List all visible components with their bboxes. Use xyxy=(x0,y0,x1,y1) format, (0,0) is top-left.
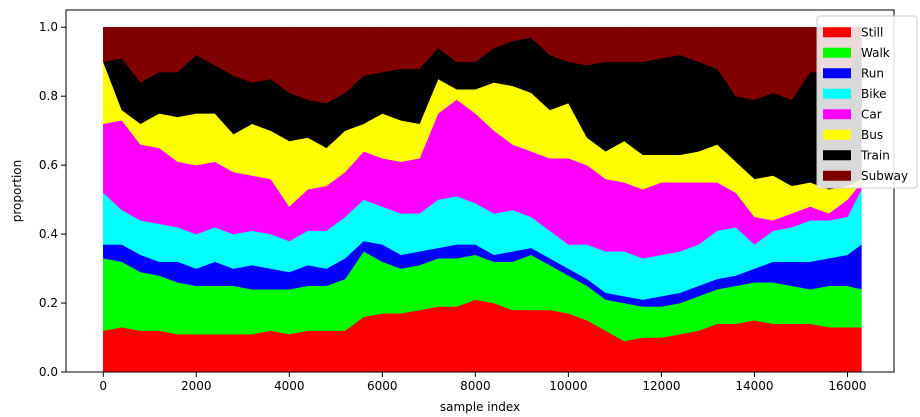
legend-box xyxy=(816,15,918,189)
legend-label-run: Run xyxy=(861,66,884,80)
legend-label-still: Still xyxy=(861,25,883,39)
legend-swatch-still xyxy=(823,27,851,38)
x-tick-label: 4000 xyxy=(274,379,305,393)
y-tick-label: 0.0 xyxy=(39,365,58,379)
area-series-group xyxy=(102,26,862,373)
x-tick-label: 12000 xyxy=(642,379,680,393)
legend-label-bus: Bus xyxy=(861,128,883,142)
x-tick-label: 16000 xyxy=(828,379,866,393)
legend-swatch-train xyxy=(823,150,851,161)
legend-swatch-car xyxy=(823,109,851,120)
x-tick-label: 8000 xyxy=(460,379,491,393)
legend-swatch-run xyxy=(823,68,851,79)
x-tick-label: 14000 xyxy=(735,379,773,393)
legend-swatch-bus xyxy=(823,129,851,140)
x-tick-label: 6000 xyxy=(367,379,398,393)
plot-frame xyxy=(65,9,895,373)
y-tick-label: 0.4 xyxy=(39,227,58,241)
x-tick-label: 0 xyxy=(99,379,107,393)
legend-label-subway: Subway xyxy=(861,169,908,183)
y-axis-label: proportion xyxy=(10,160,24,223)
legend-label-car: Car xyxy=(861,107,882,121)
legend-swatch-walk xyxy=(823,47,851,58)
x-tick-label: 2000 xyxy=(181,379,212,393)
legend: Still Walk Run Bike Car Bus Train Subway xyxy=(816,15,918,189)
x-axis-label: sample index xyxy=(440,400,520,414)
x-axis: 0 2000 4000 6000 8000 10000 12000 14000 16000 xyxy=(99,372,867,393)
y-tick-label: 1.0 xyxy=(39,20,58,34)
legend-swatch-bike xyxy=(823,88,851,99)
x-tick-label: 10000 xyxy=(549,379,587,393)
y-tick-label: 0.6 xyxy=(39,158,58,172)
y-tick-label: 0.2 xyxy=(39,296,58,310)
legend-label-train: Train xyxy=(860,148,890,162)
y-tick-label: 0.8 xyxy=(39,89,58,103)
legend-swatch-subway xyxy=(823,170,851,181)
legend-label-bike: Bike xyxy=(861,87,886,101)
y-axis: 0.0 0.2 0.4 0.6 0.8 1.0 xyxy=(39,20,66,379)
legend-label-walk: Walk xyxy=(861,46,890,60)
